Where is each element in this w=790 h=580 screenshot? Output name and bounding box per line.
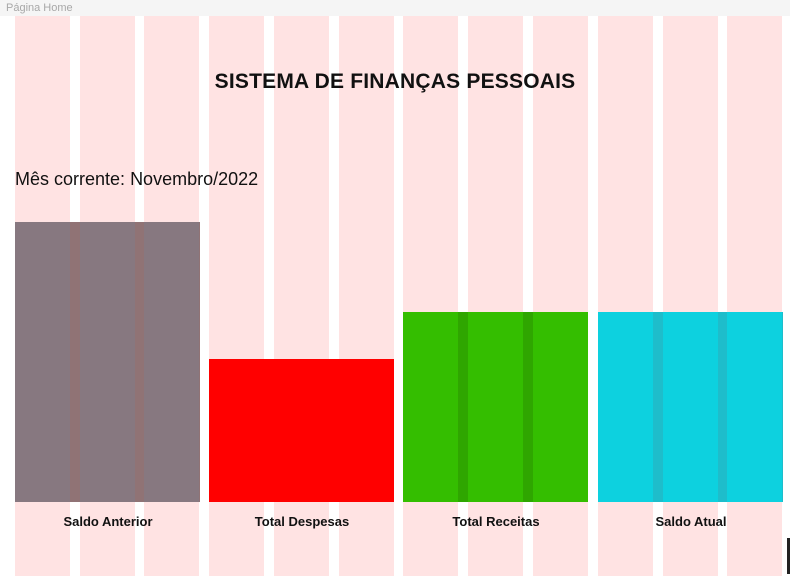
bar-label-total-despesas: Total Despesas (254, 514, 350, 529)
current-month-value: Novembro/2022 (130, 169, 259, 189)
bar-saldo-anterior (15, 222, 200, 502)
resize-handle (787, 538, 790, 574)
page-title: SISTEMA DE FINANÇAS PESSOAIS (214, 70, 576, 93)
current-month: Mês corrente: Novembro/2022 (15, 169, 258, 190)
bar-label-saldo-atual: Saldo Atual (655, 514, 727, 529)
bar-saldo-atual (598, 312, 783, 502)
page-home-frame: SISTEMA DE FINANÇAS PESSOAIS Mês corrent… (0, 16, 790, 580)
bar-total-receitas (403, 312, 588, 502)
bar-label-saldo-anterior: Saldo Anterior (63, 514, 153, 529)
frame-title: Página Home (6, 2, 73, 14)
current-month-label: Mês corrente: (15, 169, 126, 189)
bar-total-despesas (209, 359, 394, 502)
bar-label-total-receitas: Total Receitas (452, 514, 540, 529)
